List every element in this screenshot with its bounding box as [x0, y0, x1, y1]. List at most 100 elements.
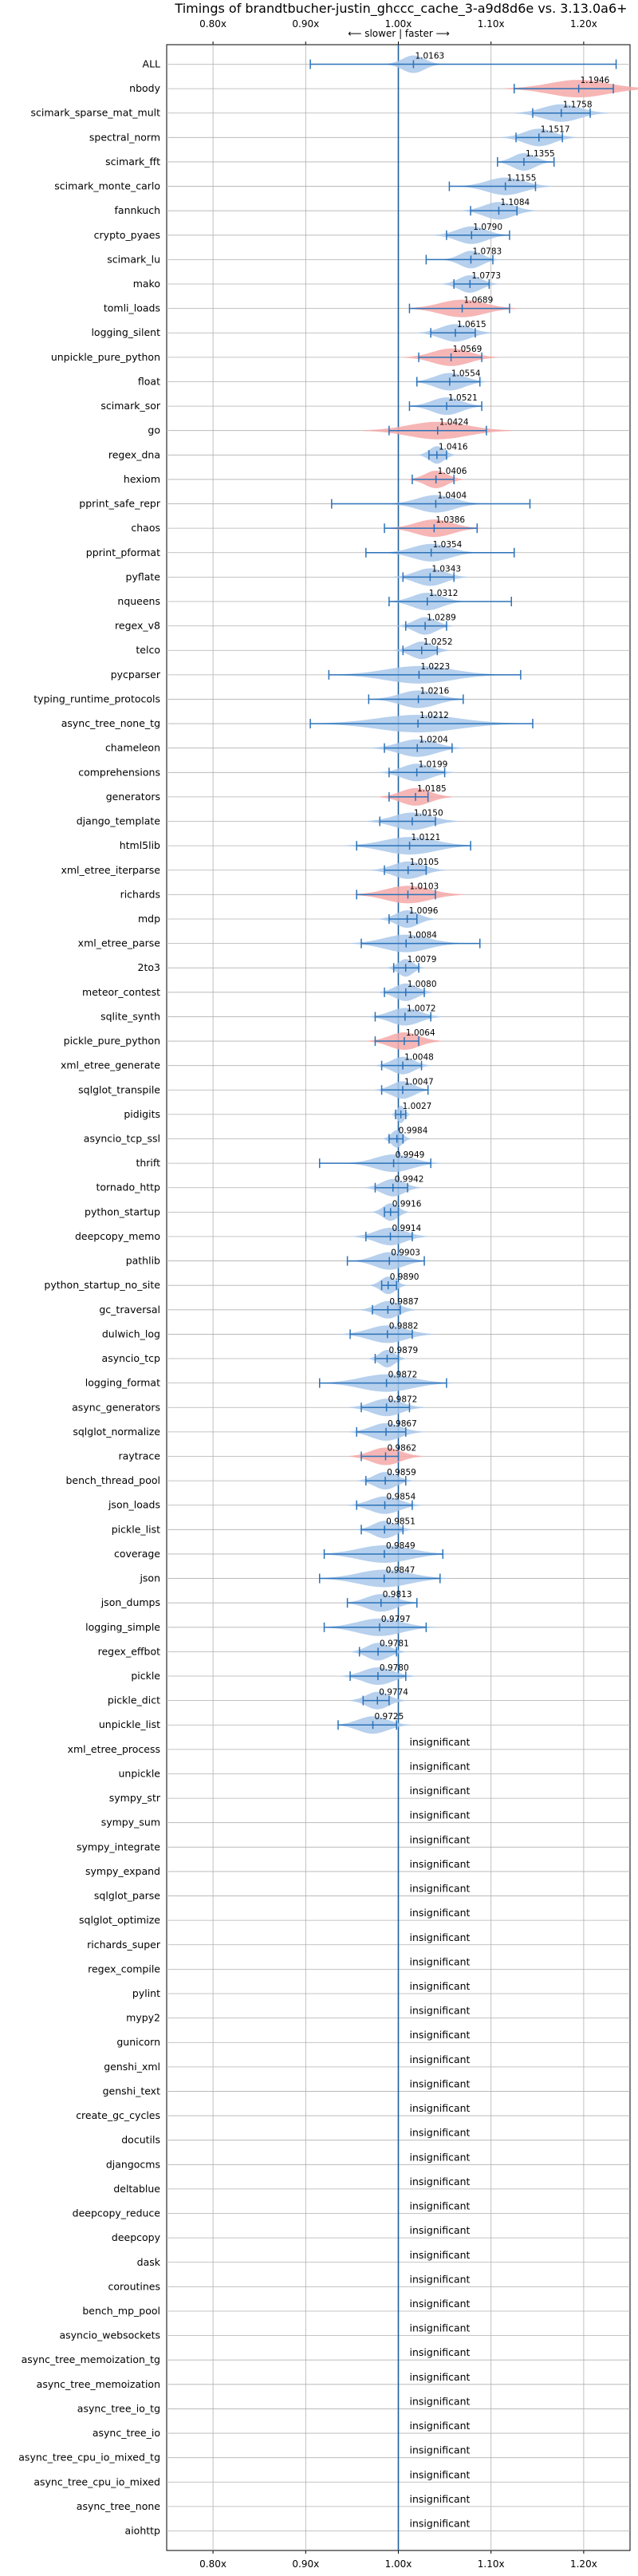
- row-label: sympy_str: [109, 1792, 161, 1804]
- row-label: pprint_safe_repr: [79, 498, 161, 510]
- insignificant-label: insignificant: [410, 1760, 471, 1772]
- value-label: 0.9781: [380, 1639, 409, 1648]
- insignificant-label: insignificant: [410, 2420, 471, 2432]
- row-label: mypy2: [126, 2012, 160, 2024]
- row-label: mdp: [138, 913, 160, 925]
- insignificant-label: insignificant: [410, 2346, 471, 2358]
- row-label: richards: [120, 888, 160, 900]
- value-label: 0.9942: [395, 1175, 424, 1185]
- insignificant-label: insignificant: [410, 1883, 471, 1895]
- insignificant-label: insignificant: [410, 2322, 471, 2334]
- row-label: 2to3: [138, 961, 160, 973]
- bottom-tick-label: 0.90x: [292, 2558, 319, 2570]
- row-label: regex_compile: [88, 1963, 160, 1974]
- value-label: 1.0783: [472, 247, 502, 256]
- row-label: ALL: [143, 57, 161, 69]
- value-label: 1.0079: [408, 955, 437, 965]
- insignificant-label: insignificant: [410, 1931, 471, 1943]
- row-label: telco: [136, 644, 160, 656]
- row-label: asyncio_tcp_ssl: [84, 1133, 160, 1145]
- row-label: pylint: [132, 1987, 160, 1999]
- violins: [309, 55, 638, 1734]
- value-label: 1.0406: [438, 467, 467, 476]
- row-label: unpickle_list: [99, 1718, 160, 1730]
- value-label: 1.1084: [500, 198, 530, 207]
- value-label: 0.9851: [386, 1517, 415, 1526]
- value-label: 0.9854: [387, 1493, 416, 1502]
- row-label: pidigits: [124, 1108, 160, 1120]
- row-label: coroutines: [108, 2280, 160, 2292]
- insignificant-label: insignificant: [410, 2127, 471, 2139]
- row-label: pathlib: [126, 1255, 160, 1267]
- row-label: gunicorn: [116, 2036, 160, 2048]
- insignificant-label: insignificant: [410, 2444, 471, 2456]
- row-label: scimark_monte_carlo: [54, 180, 160, 192]
- value-label: 1.1155: [507, 174, 537, 183]
- row-label: async_tree_memoization_tg: [22, 2353, 160, 2365]
- row-label: django_template: [77, 815, 161, 827]
- value-label: 1.0064: [406, 1028, 435, 1038]
- insignificant-label: insignificant: [410, 2371, 471, 2383]
- row-label: aiohttp: [125, 2525, 161, 2537]
- value-label: 1.0790: [473, 223, 502, 232]
- row-label: meteor_contest: [82, 986, 160, 998]
- value-label: 1.0084: [408, 931, 437, 941]
- value-label: 1.0072: [407, 1004, 436, 1013]
- value-label: 1.0554: [451, 369, 481, 378]
- row-label: deepcopy_reduce: [73, 2207, 161, 2219]
- row-label: json_dumps: [100, 1596, 160, 1608]
- row-label: dask: [137, 2256, 161, 2268]
- value-label: 1.0105: [410, 858, 439, 867]
- row-label: xml_etree_parse: [78, 937, 161, 949]
- chart-title: Timings of brandtbucher-justin_ghccc_cac…: [174, 1, 627, 17]
- top-tick-label: 0.90x: [292, 18, 319, 30]
- row-label: generators: [106, 791, 160, 803]
- row-label: nbody: [129, 82, 160, 94]
- insignificant-label: insignificant: [410, 1809, 471, 1821]
- row-label: sympy_expand: [85, 1865, 160, 1877]
- row-label: docutils: [121, 2134, 160, 2146]
- row-label: pycparser: [111, 669, 161, 680]
- value-label: 0.9862: [387, 1443, 416, 1453]
- value-label: 1.0185: [417, 784, 447, 794]
- row-label: unpickle: [118, 1767, 160, 1779]
- insignificant-label: insignificant: [410, 2077, 471, 2089]
- insignificant-label: insignificant: [410, 2273, 471, 2285]
- value-label: 1.0404: [437, 491, 467, 501]
- insignificant-label: insignificant: [410, 2053, 471, 2065]
- value-label: 1.0163: [415, 51, 444, 61]
- value-label: 0.9949: [396, 1150, 425, 1160]
- row-label: sqlglot_normalize: [73, 1426, 160, 1438]
- insignificant-label: insignificant: [410, 1980, 471, 1992]
- row-label: hexiom: [124, 473, 160, 485]
- row-label: richards_super: [87, 1939, 161, 1951]
- row-label: typing_runtime_protocols: [33, 692, 160, 704]
- row-label: scimark_sor: [100, 400, 160, 412]
- row-label: xml_etree_process: [68, 1743, 160, 1755]
- value-label: 1.1758: [563, 101, 593, 110]
- row-label: async_generators: [72, 1401, 160, 1413]
- value-label: 0.9872: [388, 1395, 418, 1404]
- value-label: 0.9882: [389, 1321, 419, 1331]
- value-label: 1.0689: [464, 296, 494, 306]
- row-label: html5lib: [120, 839, 160, 851]
- insignificant-label: insignificant: [410, 1955, 471, 1967]
- bottom-tick-label: 1.00x: [385, 2558, 412, 2570]
- row-label: thrift: [136, 1157, 160, 1169]
- row-label: logging_format: [85, 1377, 160, 1389]
- row-label: crypto_pyaes: [94, 229, 160, 241]
- insignificant-label: insignificant: [410, 2249, 471, 2261]
- insignificant-label: insignificant: [410, 2468, 471, 2480]
- top-tick-label: 1.10x: [478, 18, 505, 30]
- row-label: tomli_loads: [104, 302, 160, 314]
- row-label: spectral_norm: [89, 131, 160, 143]
- value-label: 1.0569: [453, 345, 482, 354]
- value-label: 1.0096: [409, 906, 439, 916]
- row-label: comprehensions: [78, 766, 160, 778]
- insignificant-label: insignificant: [410, 1907, 471, 1919]
- row-label: chameleon: [105, 742, 160, 754]
- row-label: json_loads: [108, 1499, 160, 1511]
- insignificant-label: insignificant: [410, 1858, 471, 1870]
- insignificant-label: insignificant: [410, 2224, 471, 2236]
- insignificant-label: insignificant: [410, 2200, 471, 2212]
